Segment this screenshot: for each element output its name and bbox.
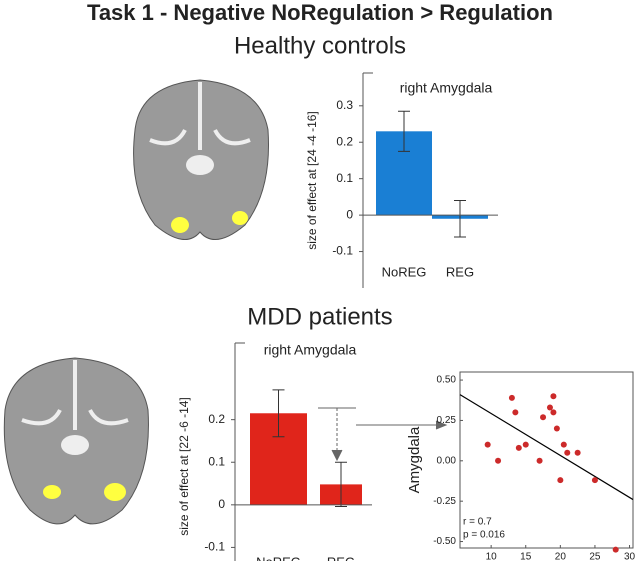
y-tick-label: -0.25 xyxy=(433,496,456,507)
x-tick-label: NoREG xyxy=(256,554,301,561)
x-tick-label: 15 xyxy=(520,552,532,561)
error-bar xyxy=(398,110,410,152)
point xyxy=(591,477,598,484)
y-tick-label: 0.25 xyxy=(437,415,457,426)
x-tick-label: 20 xyxy=(555,552,567,561)
figure-title: Task 1 - Negative NoRegulation > Regulat… xyxy=(87,0,553,25)
annotation: p = 0.016 xyxy=(463,530,505,541)
chart-title: right Amygdala xyxy=(264,342,357,358)
y-tick-label: 0.50 xyxy=(437,375,457,386)
y-tick-label: 0.2 xyxy=(208,412,225,426)
y-tick-label: 0.00 xyxy=(437,455,457,466)
x-tick-label: REG xyxy=(446,264,474,279)
y-tick-label: 0 xyxy=(346,207,353,221)
y-tick-label: 0.1 xyxy=(336,171,353,185)
point xyxy=(522,441,529,448)
y-tick-label: 0.2 xyxy=(336,134,353,148)
brain-image xyxy=(133,79,269,240)
point xyxy=(564,449,571,456)
y-tick-label: 0 xyxy=(218,497,225,511)
y-axis-label: size of effect at [24 -4 -16] xyxy=(305,111,319,250)
y-tick-label: -0.50 xyxy=(433,536,456,547)
y-axis-label: Amygdala xyxy=(406,426,423,493)
x-tick-label: NoREG xyxy=(382,264,427,279)
point xyxy=(550,393,557,400)
point xyxy=(560,441,567,448)
point xyxy=(546,404,553,411)
chart-title: right Amygdala xyxy=(400,80,493,96)
point xyxy=(484,441,491,448)
point xyxy=(515,444,522,451)
y-tick-label: -0.1 xyxy=(204,540,225,554)
annotation: r = 0.7 xyxy=(463,517,492,528)
point xyxy=(508,394,515,401)
trend-line xyxy=(459,394,634,501)
y-tick-label: 0.1 xyxy=(208,454,225,468)
section-title: MDD patients xyxy=(247,303,392,330)
point xyxy=(612,546,619,553)
brain-image xyxy=(3,357,149,525)
point xyxy=(540,414,547,421)
section-title: Healthy controls xyxy=(234,32,406,59)
y-axis-label: size of effect at [22 -6 -14] xyxy=(177,397,191,536)
error-bar xyxy=(335,461,347,508)
x-tick-label: 10 xyxy=(486,552,498,561)
plot-frame xyxy=(459,371,634,549)
error-bar xyxy=(454,200,466,238)
point xyxy=(550,409,557,416)
x-tick-label: 30 xyxy=(624,552,636,561)
x-tick-label: 25 xyxy=(589,552,601,561)
x-tick-label: REG xyxy=(327,554,355,561)
point xyxy=(536,457,543,464)
y-tick-label: -0.1 xyxy=(332,244,353,258)
point xyxy=(553,425,560,432)
error-bar xyxy=(272,389,285,438)
arrow xyxy=(318,407,448,462)
point xyxy=(574,449,581,456)
point xyxy=(495,457,502,464)
point xyxy=(512,409,519,416)
point xyxy=(557,477,564,484)
y-tick-label: 0.3 xyxy=(336,98,353,112)
